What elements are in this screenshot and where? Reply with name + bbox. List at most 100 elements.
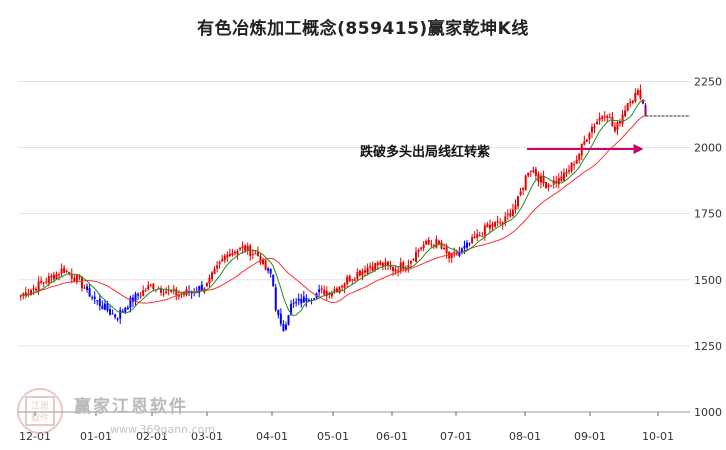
candle-body: [58, 274, 61, 276]
candle-body: [376, 262, 379, 266]
candle-body: [397, 270, 400, 272]
candle-body: [613, 126, 616, 132]
candle-body: [496, 221, 499, 223]
candle-body: [644, 104, 647, 117]
candle-body: [86, 286, 89, 290]
candle-body: [320, 288, 323, 290]
candle-body: [420, 247, 423, 250]
candle-body: [547, 184, 550, 187]
candle-body: [366, 267, 369, 274]
y-tick-label: 1750: [694, 208, 722, 221]
x-tick-label: 05-01: [317, 430, 349, 443]
candle-body: [83, 287, 86, 289]
candle-body: [262, 259, 265, 265]
candle-body: [68, 271, 71, 274]
candle-body: [75, 275, 78, 282]
candle-body: [45, 281, 48, 283]
y-tick-label: 2000: [694, 142, 722, 155]
candle-body: [35, 288, 38, 291]
candle-body: [93, 296, 96, 299]
candle-body: [394, 269, 397, 272]
candle-body: [529, 170, 532, 172]
candle-body: [177, 294, 180, 297]
fast-ma-line: [20, 99, 646, 317]
candle-body: [443, 247, 446, 249]
candle-body: [356, 272, 359, 280]
candle-body: [147, 285, 150, 290]
candle-body: [98, 298, 101, 307]
candle-body: [466, 242, 469, 248]
candle-body: [402, 262, 405, 270]
candle-body: [499, 222, 502, 224]
candle-body: [593, 126, 596, 129]
candle-body: [534, 168, 537, 176]
candle-body: [494, 222, 497, 227]
candle-body: [463, 245, 466, 249]
candle-body: [458, 252, 461, 256]
candle-body: [218, 262, 221, 264]
candle-body: [295, 301, 298, 304]
candle-body: [254, 253, 257, 255]
candle-body: [524, 175, 527, 190]
candle-body: [126, 307, 129, 310]
candle-body: [302, 296, 305, 303]
candle-body: [300, 299, 303, 304]
candle-body: [264, 260, 267, 270]
candle-body: [175, 289, 178, 296]
candle-body: [427, 239, 430, 244]
candle-body: [437, 240, 440, 244]
candle-body: [509, 213, 512, 217]
candle-body: [223, 255, 226, 261]
candle-body: [241, 246, 244, 249]
candle-body: [588, 133, 591, 140]
candle-body: [172, 288, 175, 290]
watermark-seal: 江恩 软件: [14, 386, 70, 440]
candle-body: [386, 261, 389, 266]
candle-body: [560, 176, 563, 182]
candle-body: [200, 284, 203, 291]
candle-body: [369, 266, 372, 268]
candle-body: [318, 289, 321, 293]
candle-body: [488, 224, 491, 229]
candle-body: [603, 116, 606, 118]
x-tick-label: 09-01: [574, 430, 606, 443]
candle-body: [325, 291, 328, 296]
candle-body: [170, 290, 173, 292]
candle-body: [539, 175, 542, 183]
candle-body: [583, 141, 586, 145]
candle-body: [409, 260, 412, 264]
candle-body: [389, 265, 392, 268]
candle-body: [445, 246, 448, 254]
y-tick-label: 2250: [694, 75, 722, 88]
candle-body: [272, 274, 275, 286]
candle-body: [381, 262, 384, 267]
candle-body: [73, 277, 76, 282]
candle-body: [511, 209, 514, 217]
candle-body: [384, 262, 387, 266]
candle-body: [606, 115, 609, 118]
candle-body: [42, 282, 45, 284]
candle-body: [575, 160, 578, 164]
candle-body: [78, 275, 81, 278]
candle-body: [121, 310, 124, 312]
candle-body: [233, 251, 236, 254]
signal-annotation: 跌破多头出局线红转紫: [360, 145, 491, 160]
candle-body: [330, 292, 333, 297]
candle-body: [562, 172, 565, 181]
x-tick-label: 06-01: [376, 430, 408, 443]
candle-body: [585, 139, 588, 142]
candle-body: [608, 117, 611, 119]
candle-body: [144, 290, 147, 292]
chart-title: 有色冶炼加工概念(859415)赢家乾坤K线: [197, 19, 529, 39]
seal-bottom-text: 软件: [31, 412, 49, 424]
candle-body: [621, 114, 624, 124]
candle-body: [55, 273, 58, 279]
candle-body: [335, 288, 338, 292]
candle-body: [103, 303, 106, 310]
candle-body: [149, 284, 152, 286]
candle-body: [639, 90, 642, 99]
candle-body: [137, 293, 140, 296]
candle-body: [284, 324, 287, 330]
